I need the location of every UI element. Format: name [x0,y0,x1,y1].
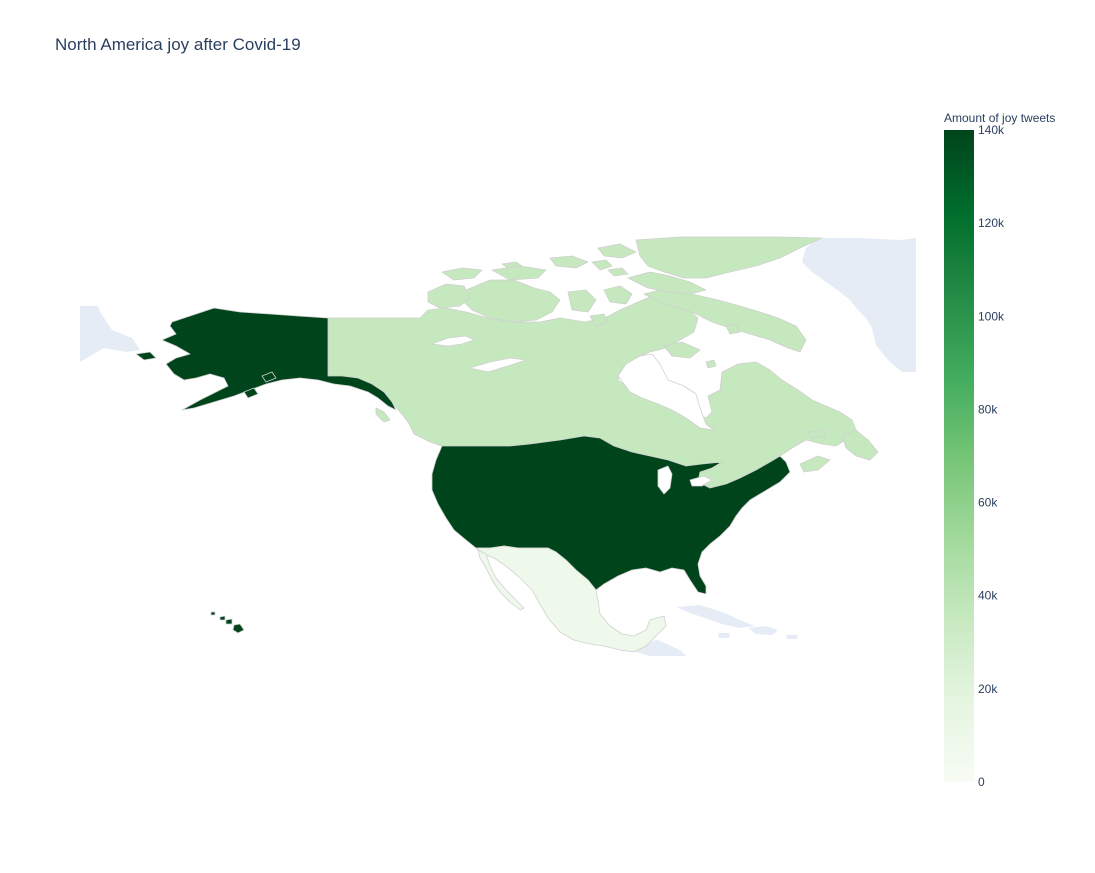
canada-hudson-bay-water [617,353,715,431]
colorbar-tick-label: 20k [978,682,998,696]
canada-baffin-island [643,287,807,353]
usa-hawaii-big-island [232,623,245,634]
canada-cornwallis-island [591,259,613,271]
region-mexico[interactable] [475,545,667,653]
mexico-mainland [475,545,667,653]
colorbar-tick-label: 40k [978,589,998,603]
canada-vancouver-island [375,407,391,423]
caribbean-jamaica [718,633,730,638]
canada-anticosti-island [807,429,827,439]
canada-devon-island [627,271,707,295]
colorbar-tick-label: 100k [978,309,1005,323]
canada-banks-island [427,283,471,309]
caribbean-hispaniola [748,626,778,635]
canada-great-slave-lake [469,357,527,373]
usa-alaska-island-1 [261,371,277,383]
canada-prince-of-wales-island [567,289,597,313]
colorbar-gradient [944,130,974,782]
russia-landmass [80,306,140,362]
canada-akimiski-island [725,323,741,335]
canada-great-bear-lake [431,335,475,347]
usa-hawaii-oahu [219,615,226,621]
region-united-states[interactable] [135,307,791,634]
usa-hawaii-maui [225,618,233,625]
colorbar-tick-label: 80k [978,402,998,416]
canada-southampton-island [663,341,701,359]
colorbar: Amount of joy tweets 0 20k 40k 60k 80k 100k 12… [944,111,1055,789]
mexico-baja-california [477,549,525,611]
colorbar-tick-label: 120k [978,216,1005,230]
colorbar-tick-label: 0 [978,775,985,789]
usa-alaska-st-lawrence [135,351,157,361]
canada-melville-island [491,265,547,281]
canada-ellesmere-island [635,236,823,279]
usa-alaska-mainland [161,307,397,411]
colorbar-tick-label: 140k [978,123,1005,137]
canada-bathurst-island [549,255,589,269]
colorbar-ticks: 0 20k 40k 60k 80k 100k 120k 140k [978,123,1005,789]
canada-axel-heiberg [597,243,637,259]
caribbean-cuba [676,605,755,628]
colorbar-title: Amount of joy tweets [944,111,1055,125]
canada-small-island-1 [501,261,523,269]
canada-newfoundland [841,429,879,461]
canada-nova-scotia [799,455,831,473]
usa-lake-michigan-water [657,465,673,495]
canada-somerset-island [603,285,633,305]
caribbean-puerto-rico [786,635,798,639]
canada-prince-patrick-island [441,267,483,281]
region-canada[interactable] [327,236,879,489]
canada-small-island-2 [607,267,629,277]
usa-alaska-kodiak-island [243,387,259,399]
map-geo-layer [80,236,916,656]
usa-hawaii-kauai [210,611,216,616]
canada-king-william-island [589,313,609,327]
colorbar-tick-label: 60k [978,496,998,510]
chart-title: North America joy after Covid-19 [55,35,301,54]
canada-coats-island [705,359,717,369]
greenland-landmass [802,238,916,372]
usa-lake-erie-water [689,475,713,487]
